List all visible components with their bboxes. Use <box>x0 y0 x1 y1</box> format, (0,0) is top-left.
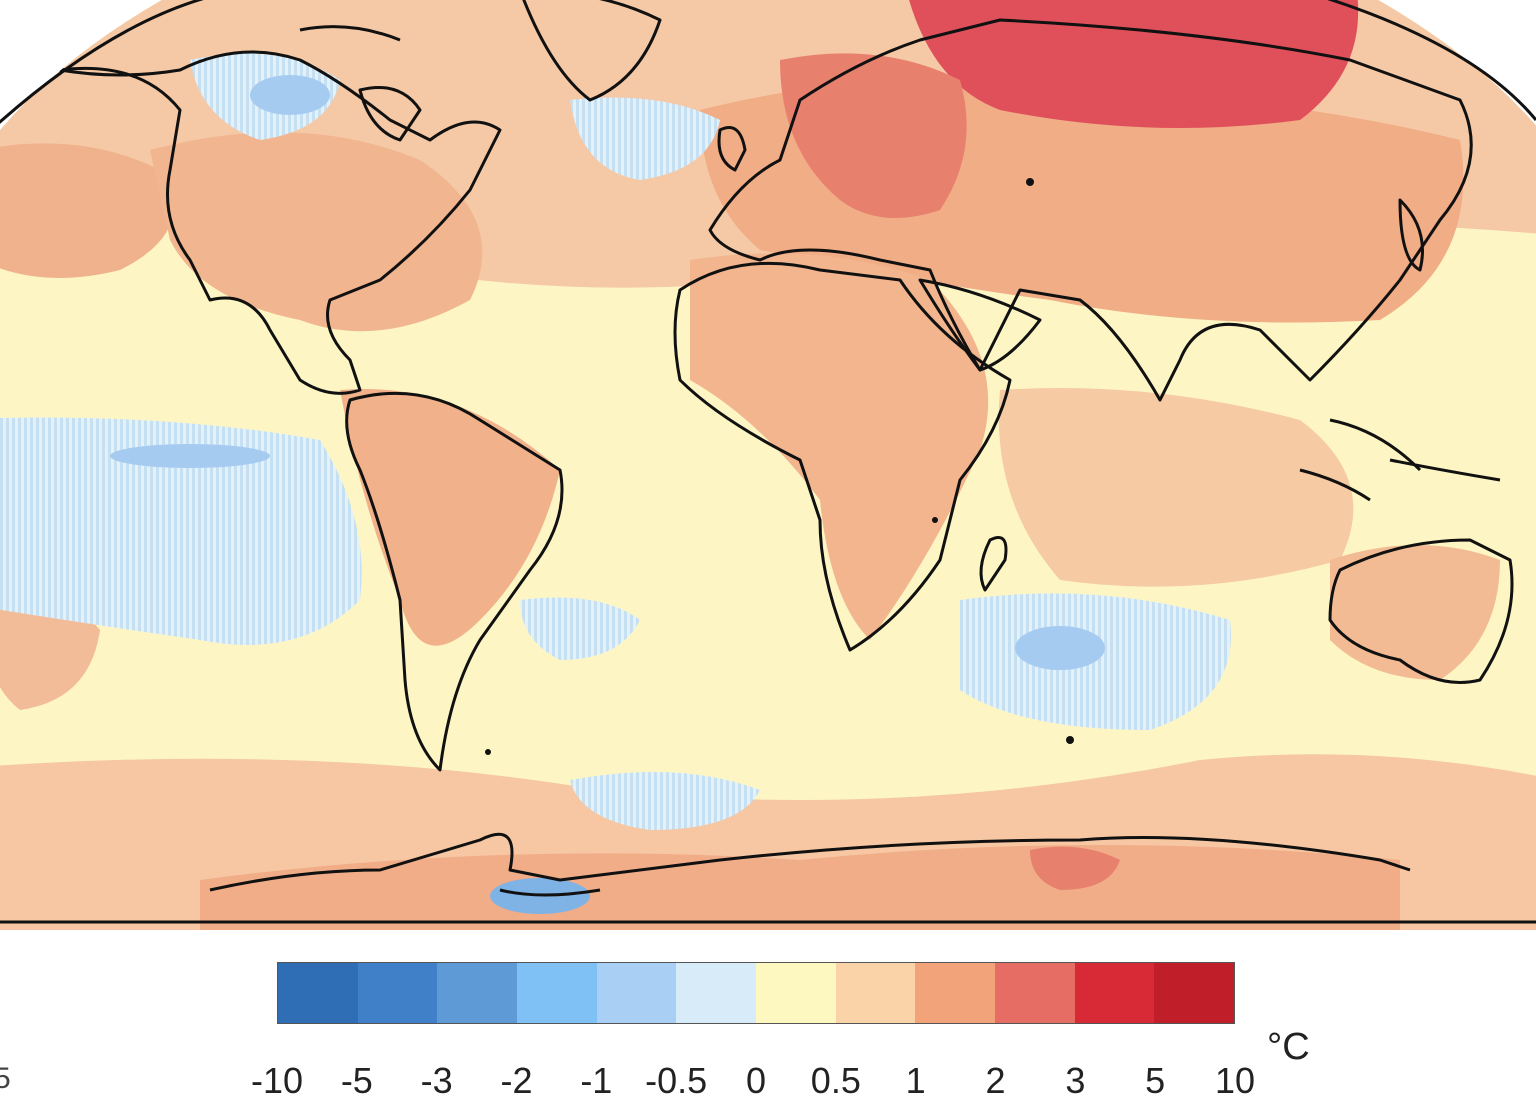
colorbar-tick-label: -3 <box>420 1060 453 1101</box>
coast-greenland <box>518 0 662 102</box>
colorbar-tick-label: 10 <box>1214 1060 1256 1101</box>
colorbar-tick-label: 5 <box>1145 1060 1166 1101</box>
siberia-hot <box>900 0 1359 128</box>
coast-north-america <box>58 50 502 395</box>
small-features <box>485 178 1074 755</box>
colorbar-swatch <box>517 963 597 1023</box>
colorbar-swatch <box>835 963 916 1023</box>
colorbar-swatch <box>437 963 518 1023</box>
colorbar-tick-label: 2 <box>985 1060 1006 1101</box>
colorbar-swatch <box>995 963 1075 1023</box>
tropical-pacific-cool <box>0 417 362 645</box>
unit-label: °C <box>1267 1026 1310 1068</box>
indian-cool-core <box>1015 626 1105 670</box>
coast-arctic-islands <box>299 25 422 142</box>
colorbar-swatch <box>676 963 757 1023</box>
colorbar-tick-label: 3 <box>1065 1060 1086 1101</box>
antarctica-strong <box>1030 846 1120 890</box>
coast-arabia <box>918 278 1042 372</box>
colorbar-swatch <box>1154 963 1235 1023</box>
colorbar-tick-label: -0.5 <box>645 1060 708 1101</box>
coast-antarctica <box>209 832 1411 897</box>
australia-warm <box>1330 545 1500 680</box>
coast-africa <box>673 261 1012 652</box>
colorbar-tick-label: -10 <box>250 1060 304 1101</box>
coast-australia <box>1328 538 1514 684</box>
coast-uk <box>717 126 747 172</box>
coast-eurasia <box>708 18 1473 402</box>
colorbar-tick-label: 0.5 <box>810 1060 861 1101</box>
north-pacific-warm <box>0 143 174 278</box>
edge-mark: 5 <box>0 1062 11 1095</box>
coast-se-asia <box>1299 418 1501 502</box>
coast-south-america <box>345 391 564 772</box>
globe-outline <box>0 0 1536 924</box>
world-anomaly-map <box>0 0 1536 930</box>
colorbar-tick-label: 0 <box>745 1060 767 1101</box>
south-atlantic-cool <box>520 597 640 660</box>
indian-ocean-warm <box>998 388 1354 587</box>
southern-cool <box>570 772 760 830</box>
colorbar-tick-label: -5 <box>340 1060 373 1101</box>
south-indian-cool <box>960 593 1231 730</box>
coast-madagascar <box>979 536 1008 592</box>
north-atlantic-cool <box>570 97 720 180</box>
coast-japan <box>1398 198 1424 272</box>
colorbar-swatch <box>357 963 438 1023</box>
colorbar-swatch <box>1074 963 1155 1023</box>
coastlines <box>58 0 1514 897</box>
colorbar-tick-label: -2 <box>500 1060 533 1101</box>
colorbar-tick-label: -1 <box>580 1060 613 1101</box>
colorbar-swatch <box>278 963 358 1023</box>
africa-warm <box>690 253 989 641</box>
colorbar-tick-label: 1 <box>905 1060 926 1101</box>
pacific-cool-core <box>110 444 270 468</box>
colorbar-swatch <box>596 963 677 1023</box>
map-field <box>0 0 1536 930</box>
colorbar <box>277 962 1235 1024</box>
hudson-cool <box>250 75 330 115</box>
colorbar-swatch <box>915 963 996 1023</box>
north-america-warm <box>150 132 483 332</box>
colorbar-swatch <box>756 963 836 1023</box>
russia-strong <box>780 53 967 219</box>
